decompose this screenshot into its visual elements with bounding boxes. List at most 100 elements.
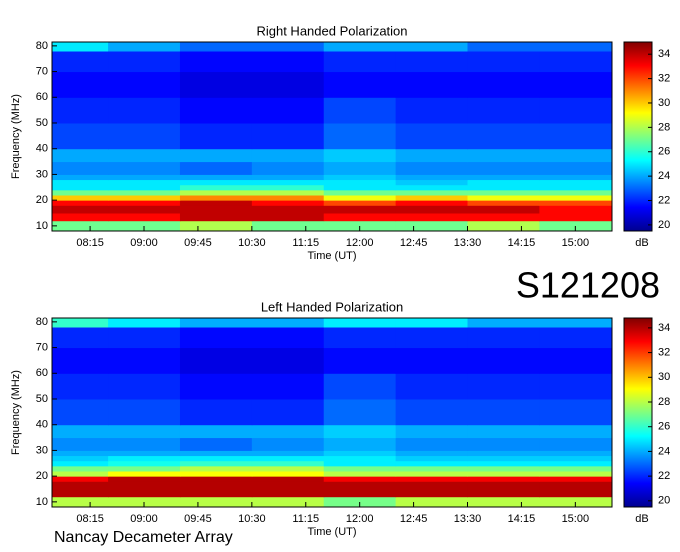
heatmap-cell: [323, 424, 397, 439]
heatmap-cell: [395, 51, 469, 73]
heatmap-cell: [52, 318, 109, 328]
heatmap-cell: [467, 424, 540, 439]
heatmap-cell: [179, 42, 253, 52]
heatmap-cell: [108, 347, 181, 374]
heatmap-cell: [395, 318, 469, 328]
heatmap-cell: [179, 97, 253, 124]
heatmap-cell: [251, 220, 325, 232]
heatmap-cell: [467, 347, 540, 374]
y-tick-label: 20: [36, 470, 48, 482]
heatmap-cell: [108, 450, 181, 457]
heatmap-cell: [467, 496, 540, 508]
heatmap-cell: [395, 437, 469, 451]
heatmap-cell: [52, 123, 109, 150]
x-tick-label: 13:30: [454, 237, 482, 249]
heatmap-cell: [179, 318, 253, 328]
colorbar-tick-label: 28: [658, 121, 670, 133]
heatmap-cell: [52, 347, 109, 374]
heatmap-cell: [52, 327, 109, 349]
heatmap-cell: [323, 179, 397, 186]
footer: Nancay Decameter Array: [54, 529, 233, 546]
heatmap-cell: [251, 123, 325, 150]
heatmap-cell: [323, 327, 397, 349]
colorbar-tick-label: 32: [658, 72, 670, 84]
heatmap-cell: [395, 450, 469, 457]
heatmap-cell: [251, 97, 325, 124]
heatmap-cell: [251, 42, 325, 52]
heatmap-cell: [467, 148, 540, 163]
x-tick-label: 14:15: [508, 513, 536, 525]
heatmap-cell: [323, 161, 397, 175]
heatmap-cell: [108, 42, 181, 52]
heatmap-cell: [467, 97, 540, 124]
heatmap-cell: [52, 148, 109, 163]
y-tick-label: 10: [36, 220, 48, 232]
heatmap-cell: [395, 174, 469, 181]
heatmap-cell: [395, 161, 469, 175]
heatmap-cell: [539, 189, 613, 196]
heatmap-cell: [395, 189, 469, 196]
heatmap-cell: [251, 481, 325, 490]
heatmap-cell: [251, 205, 325, 214]
heatmap-cell: [323, 213, 397, 222]
heatmap-cell: [467, 200, 540, 206]
heatmap-cell: [323, 476, 397, 482]
heatmap-cell: [179, 471, 253, 477]
heatmap-cell: [251, 327, 325, 349]
heatmap-cell: [395, 97, 469, 124]
heatmap-cell: [251, 174, 325, 181]
heatmap-cell: [108, 179, 181, 186]
heatmap-cell: [179, 489, 253, 498]
heatmap-cell: [251, 373, 325, 400]
colorbar-tick-label: 30: [658, 371, 670, 383]
heatmap-cell: [539, 318, 613, 328]
heatmap-cell: [179, 481, 253, 490]
heatmap-cell: [539, 481, 613, 490]
heatmap-cell: [52, 200, 109, 206]
heatmap-cell: [539, 42, 613, 52]
heatmap-cell: [467, 327, 540, 349]
heatmap-cell: [108, 399, 181, 426]
y-tick-label: 70: [36, 65, 48, 77]
heatmap-cell: [108, 195, 181, 201]
heatmap-cell: [323, 184, 397, 191]
heatmap-cell: [108, 174, 181, 181]
y-tick-label: 30: [36, 168, 48, 180]
heatmap-cell: [539, 471, 613, 477]
heatmap-cell: [323, 465, 397, 472]
heatmap-cell: [539, 496, 613, 508]
x-tick-label: 14:15: [508, 237, 536, 249]
colorbar-tick-label: 34: [658, 48, 670, 60]
heatmap-cell: [52, 213, 109, 222]
y-tick-label: 50: [36, 117, 48, 129]
x-tick-label: 12:00: [346, 513, 374, 525]
heatmap-cell: [395, 424, 469, 439]
heatmap-cell: [323, 42, 397, 52]
heatmap-cell: [251, 450, 325, 457]
y-tick-label: 10: [36, 496, 48, 508]
heatmap-cell: [108, 71, 181, 98]
heatmap-cell: [52, 424, 109, 439]
x-tick-label: 09:00: [130, 513, 158, 525]
heatmap-cell: [467, 373, 540, 400]
heatmap-cell: [539, 195, 613, 201]
heatmap-cell: [108, 476, 181, 482]
heatmap-cell: [108, 184, 181, 191]
heatmap-cell: [179, 161, 253, 175]
x-tick-label: 15:00: [562, 237, 590, 249]
heatmap-cell: [108, 318, 181, 328]
x-tick-label: 09:45: [184, 237, 212, 249]
heatmap-cell: [395, 489, 469, 498]
heatmap-cell: [395, 184, 469, 191]
heatmap-cell: [251, 189, 325, 196]
heatmap-cell: [467, 471, 540, 477]
y-tick-label: 80: [36, 40, 48, 52]
heatmap-cell: [323, 148, 397, 163]
heatmap-cell: [323, 347, 397, 374]
heatmap-cell: [251, 200, 325, 206]
heatmap-cell: [539, 220, 613, 232]
heatmap-cell: [179, 496, 253, 508]
heatmap-cell: [52, 373, 109, 400]
heatmap-cell: [467, 174, 540, 181]
heatmap-cell: [323, 51, 397, 73]
